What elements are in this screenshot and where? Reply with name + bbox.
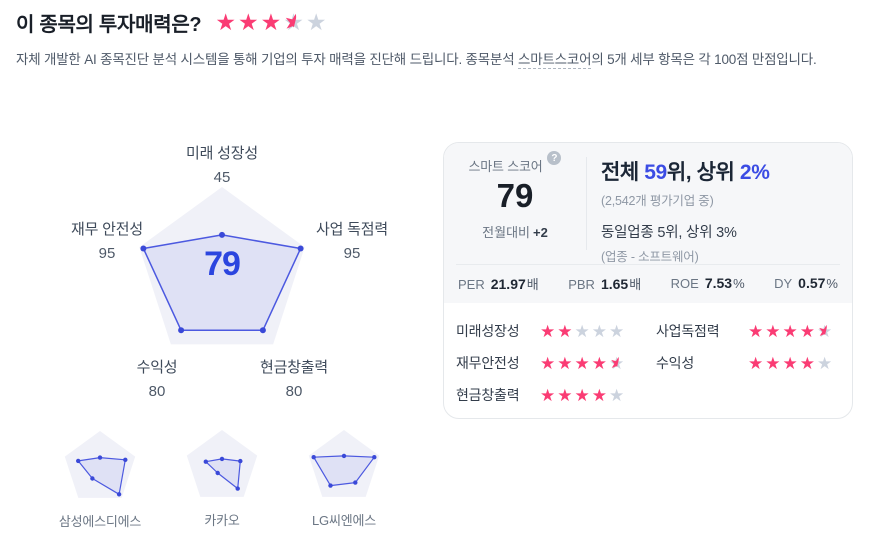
star-icon: ★ ★ [607,351,627,375]
star-icon: ★ [260,9,282,35]
star-icon: ★ [305,9,327,35]
star-rating: ★ ★ ★ ★ ★ [540,323,624,340]
peer-name: LG씨엔에스 [312,513,376,528]
horizontal-divider [456,264,840,265]
valuation-metrics-row: PER 21.97배 PBR 1.65배 ROE 7.53% DY 0.57% [444,265,852,303]
star-icon: ★ [817,353,833,373]
overall-rank: 전체 59위, 상위 2% [601,161,770,184]
rating-row-future-growth: 미래성장성 ★ ★ ★ ★ ★ [456,321,625,341]
radar-axis-profitability: 수익성 80 [136,359,178,400]
page-title: 이 종목의 투자매력은? [16,14,202,36]
month-over-month: 전월대비 +2 [482,222,548,241]
subtitle: 자체 개발한 AI 종목진단 분석 시스템을 통해 기업의 투자 매력을 진단해… [16,48,817,69]
rank-note: (2,542개 평가기업 중) [601,194,714,208]
radar-axis-business-monopoly: 사업 독점력 95 [316,221,388,262]
star-icon: ★ [540,385,556,405]
star-icon: ★ [591,321,607,341]
smart-score-radar-chart: 79 [122,181,322,351]
subtitle-text: 자체 개발한 AI 종목진단 분석 시스템을 통해 기업의 투자 매력을 진단해… [16,52,518,67]
mom-label: 전월대비 [482,225,530,240]
star-icon: ★ ★ [815,319,835,343]
mini-radar-chart [52,430,148,509]
star-rating: ★ ★ ★ ★ ★ ★ [540,355,624,372]
star-rating: ★ ★ ★ ★ ★ ★ [748,323,832,340]
smart-score-panel: 스마트 스코어 ? 79 전월대비 +2 [444,143,586,264]
ranking-panel: 전체 59위, 상위 2% (2,542개 평가기업 중) 동일업종 5위, 상… [587,143,770,264]
star-icon: ★ [609,321,625,341]
star-icon: ★ [557,353,573,373]
star-icon: ★ [540,353,556,373]
star-icon: ★ [591,385,607,405]
rating-row-cash-generation: 현금창출력 ★ ★ ★ ★ ★ [456,385,625,405]
star-icon: ★ [574,321,590,341]
radar-axis-cash-generation: 현금창출력 80 [259,359,329,400]
score-summary-section: 스마트 스코어 ? 79 전월대비 +2 전체 59위, 상위 2% (2,542… [444,143,852,303]
overall-star-rating: ★ ★ ★ ★ ★ ★ [215,11,326,34]
star-icon: ★ [748,353,764,373]
star-icon: ★ [748,321,764,341]
peer-radar-samsung-sds: 삼성에스디에스 [52,430,148,530]
smart-score-card: 스마트 스코어 ? 79 전월대비 +2 전체 59위, 상위 2% (2,542… [443,142,853,419]
metric-per: PER 21.97배 [458,276,539,292]
star-icon: ★ [609,385,625,405]
peer-name: 삼성에스디에스 [58,514,142,529]
star-rating: ★ ★ ★ ★ ★ [748,355,832,372]
rating-row-profitability: 수익성 ★ ★ ★ ★ ★ [656,353,833,373]
peer-radar-lg-cns: LG씨엔에스 [296,429,392,529]
smart-score-value: 79 [496,177,534,214]
mini-radar-chart [296,429,392,508]
industry-note: (업종 - 소프트웨어) [601,250,699,264]
header: 이 종목의 투자매력은? ★ ★ ★ ★ ★ ★ [16,8,326,37]
star-rating: ★ ★ ★ ★ ★ [540,387,624,404]
star-icon: ★ [574,353,590,373]
metric-dy: DY 0.57% [774,275,838,291]
star-icon: ★ [782,321,798,341]
star-icon: ★ [765,321,781,341]
radar-center-score: 79 [204,245,241,283]
star-icon: ★ [574,385,590,405]
rating-row-financial-safety: 재무안전성 ★ ★ ★ ★ ★ ★ [456,351,627,375]
category-ratings-section: 미래성장성 ★ ★ ★ ★ ★ 재무안전성 ★ ★ ★ ★ ★ ★ 현금창출력 ★ ★ ★ ★ ★ 사업독… [444,303,852,411]
rank-percent: 2% [739,161,770,184]
star-icon: ★ [765,353,781,373]
help-icon[interactable]: ? [547,151,562,165]
metric-pbr: PBR 1.65배 [568,276,642,292]
rank-number: 59 [644,161,667,184]
mom-value: +2 [533,225,548,240]
star-icon: ★ [540,321,556,341]
metric-roe: ROE 7.53% [670,275,745,291]
radar-axis-future-growth: 미래 성장성 45 [186,145,258,186]
star-icon: ★ [557,321,573,341]
star-icon: ★ [782,353,798,373]
radar-axis-financial-safety: 재무 안전성 95 [71,221,143,262]
star-icon: ★ [215,9,236,35]
star-icon: ★ ★ [280,6,308,38]
peer-radar-kakao: 카카오 [174,429,270,529]
mini-radar-chart [174,429,270,508]
subtitle-text: 의 5개 세부 항목은 각 100점 만점입니다. [591,52,817,67]
star-icon: ★ [799,321,815,341]
star-icon: ★ [557,385,573,405]
peer-name: 카카오 [204,513,240,528]
star-icon: ★ [799,353,815,373]
smartscore-term-link[interactable]: 스마트스코어 [518,52,592,69]
star-icon: ★ [237,9,259,35]
industry-rank: 동일업종 5위, 상위 3% [601,225,737,241]
star-icon: ★ [591,353,607,373]
smart-score-label: 스마트 스코어 [468,159,543,174]
rating-row-business-monopoly: 사업독점력 ★ ★ ★ ★ ★ ★ [656,319,835,343]
vertical-divider [586,157,587,250]
